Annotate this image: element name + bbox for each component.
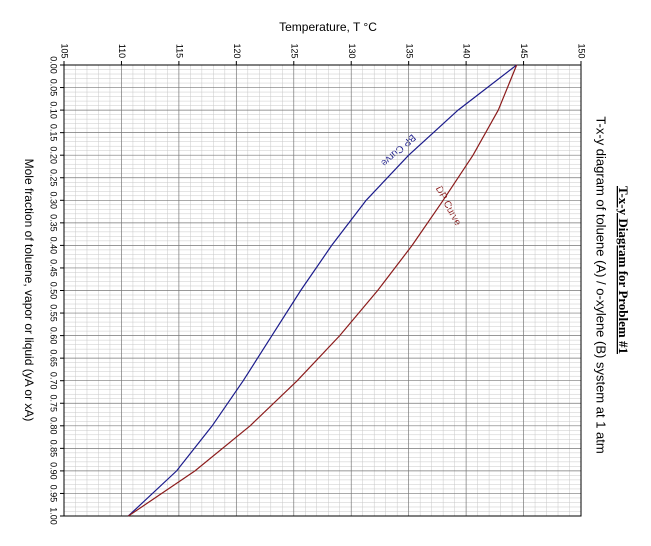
x-tick-label: 0.60	[49, 327, 59, 345]
x-tick-label: 0.05	[49, 79, 59, 97]
y-tick-label: 145	[519, 43, 529, 58]
chart-subtitle: T-x-y diagram of toluene (A) / o-xylene …	[594, 116, 609, 453]
x-tick-label: 0.10	[49, 101, 59, 119]
x-tick-label: 0.90	[49, 462, 59, 480]
x-tick-label: 0.95	[49, 485, 59, 503]
x-tick-label: 0.20	[49, 146, 59, 164]
y-tick-label: 110	[117, 44, 127, 58]
x-tick-label: 0.55	[49, 304, 59, 322]
x-tick-label: 1.00	[49, 507, 59, 525]
x-tick-label: 0.40	[49, 237, 59, 255]
chart-title: T-x-y Diagram for Problem #1	[616, 186, 631, 354]
curve	[128, 64, 518, 517]
curve	[127, 64, 518, 517]
x-axis-label: Mole fraction of toluene, vapor or liqui…	[22, 159, 36, 422]
x-tick-label: 0.45	[49, 259, 59, 277]
y-tick-label: 125	[289, 43, 299, 58]
y-axis-label: Temperature, T °C	[279, 20, 377, 34]
x-tick-label: 0.00	[49, 56, 59, 74]
x-tick-label: 0.15	[49, 124, 59, 142]
x-tick-label: 0.50	[49, 282, 59, 300]
curve-label: DP Curve	[433, 184, 463, 228]
x-tick-label: 0.85	[49, 440, 59, 458]
plot: 105 110 115 120 125 130 135 140 145 150 0.00 0.05 0.…	[49, 43, 587, 524]
y-tick-label: 120	[232, 43, 242, 58]
y-tick-label: 135	[404, 43, 414, 58]
y-tick-label: 115	[175, 44, 185, 58]
x-tick-label: 0.25	[49, 169, 59, 187]
x-tick-label: 0.80	[49, 417, 59, 435]
x-tick-label: 0.75	[49, 394, 59, 412]
y-tick-label: 130	[347, 43, 357, 58]
x-tick-label: 0.30	[49, 192, 59, 210]
y-tick-label: 105	[60, 43, 70, 58]
plot-border	[63, 64, 582, 517]
y-tick-label: 140	[462, 43, 472, 58]
y-tick-label: 150	[577, 43, 587, 58]
x-tick-label: 0.70	[49, 372, 59, 390]
x-tick-label: 0.65	[49, 349, 59, 367]
x-tick-label: 0.35	[49, 214, 59, 232]
